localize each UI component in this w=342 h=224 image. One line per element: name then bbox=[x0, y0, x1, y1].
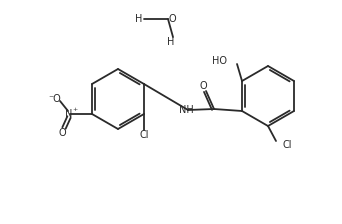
Text: H: H bbox=[167, 37, 175, 47]
Text: O: O bbox=[168, 14, 176, 24]
Text: NH: NH bbox=[179, 105, 193, 114]
Text: +: + bbox=[72, 107, 77, 112]
Text: O: O bbox=[58, 128, 66, 138]
Text: Cl: Cl bbox=[283, 140, 292, 150]
Text: Cl: Cl bbox=[139, 130, 149, 140]
Text: ⁻O: ⁻O bbox=[48, 94, 61, 104]
Text: O: O bbox=[199, 81, 207, 91]
Text: HO: HO bbox=[212, 56, 227, 66]
Text: H: H bbox=[135, 14, 143, 24]
Text: N: N bbox=[65, 108, 72, 118]
